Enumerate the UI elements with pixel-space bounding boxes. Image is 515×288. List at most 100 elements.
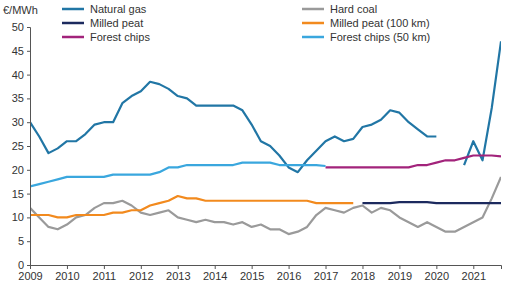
legend-label: Forest chips (90, 31, 150, 43)
legend-item: Forest chips (50 km) (302, 31, 430, 43)
tick: 2012 (129, 265, 153, 282)
tick: 20 (12, 164, 30, 176)
series-line (30, 177, 501, 234)
tick-mark (27, 75, 30, 76)
tick-label: 45 (12, 45, 24, 57)
tick: 35 (12, 92, 30, 104)
tick-mark (473, 265, 474, 269)
tick-mark (326, 265, 327, 269)
tick-mark (399, 265, 400, 269)
tick-label: 2015 (240, 270, 264, 282)
legend-label: Natural gas (90, 3, 147, 15)
tick: 2017 (314, 265, 338, 282)
tick-label: 2020 (425, 270, 449, 282)
tick-label: 40 (12, 69, 24, 81)
legend-label: Milled peat (100 km) (330, 17, 430, 29)
legend-label: Hard coal (330, 3, 377, 15)
tick-mark (27, 217, 30, 218)
series-line (326, 156, 501, 168)
tick: 2020 (425, 265, 449, 282)
tick: 50 (12, 21, 30, 33)
tick-mark (141, 265, 142, 269)
tick-label: 2010 (55, 270, 79, 282)
tick-mark (178, 265, 179, 269)
y-axis-title: €/MWh (3, 4, 38, 16)
tick-label: 2019 (388, 270, 412, 282)
plot-area (30, 41, 501, 234)
legend-item: Hard coal (302, 3, 377, 15)
legend-label: Milled peat (90, 17, 143, 29)
legend-swatch (302, 22, 324, 25)
tick-mark (27, 51, 30, 52)
tick-label: 5 (18, 235, 24, 247)
tick-label: 2013 (166, 270, 190, 282)
tick-mark (27, 122, 30, 123)
tick-label: 30 (12, 116, 24, 128)
y-axis: 0 5 10 15 20 25 30 35 40 45 50 (12, 21, 31, 271)
series-line (30, 163, 326, 187)
tick-label: 25 (12, 140, 24, 152)
legend-item: Forest chips (62, 31, 150, 43)
tick-mark (27, 241, 30, 242)
tick: 2014 (203, 265, 227, 282)
tick-label: 2014 (203, 270, 227, 282)
tick: 5 (18, 235, 30, 247)
tick: 10 (12, 211, 30, 223)
tick: 2011 (93, 265, 117, 282)
legend-item: Milled peat (62, 17, 143, 29)
tick-mark (67, 265, 68, 269)
tick-mark (27, 98, 30, 99)
tick-label: 2021 (462, 270, 486, 282)
tick-mark (27, 146, 30, 147)
axis-line (31, 266, 502, 270)
tick-mark (215, 265, 216, 269)
axis-line (27, 28, 31, 266)
tick-mark (27, 194, 30, 195)
tick-mark (27, 27, 30, 28)
tick-label: 2009 (18, 270, 42, 282)
tick: 0 (18, 259, 30, 271)
legend-swatch (62, 36, 84, 39)
tick-mark (104, 265, 105, 269)
tick: 2018 (351, 265, 375, 282)
legend-item: Milled peat (100 km) (302, 17, 430, 29)
tick: 30 (12, 116, 30, 128)
tick: 40 (12, 69, 30, 81)
series-line (30, 196, 353, 217)
chart: 2009201020112012201320142015201620172018… (0, 0, 515, 288)
tick-mark (436, 265, 437, 269)
tick-label: 10 (12, 211, 24, 223)
tick: 2010 (55, 265, 79, 282)
tick-mark (27, 170, 30, 171)
tick-label: 2016 (277, 270, 301, 282)
tick-label: 20 (12, 164, 24, 176)
tick-label: 2011 (93, 270, 117, 282)
tick: 2013 (166, 265, 190, 282)
x-axis: 2009 2010 2011 2012 2013 2014 2015 2016 2017 2018… (18, 265, 501, 282)
tick: 15 (12, 188, 30, 200)
tick-label: 0 (18, 259, 24, 271)
tick-mark (252, 265, 253, 269)
legend-swatch (62, 22, 84, 25)
tick-label: 50 (12, 21, 24, 33)
legend-swatch (302, 36, 324, 39)
tick: 25 (12, 140, 30, 152)
legend-item: Natural gas (62, 3, 147, 15)
tick-label: 2018 (351, 270, 375, 282)
tick-mark (289, 265, 290, 269)
tick: 2016 (277, 265, 301, 282)
tick: 45 (12, 45, 30, 57)
tick-mark (27, 265, 30, 266)
tick-label: 15 (12, 188, 24, 200)
tick-mark (362, 265, 363, 269)
tick-label: 35 (12, 92, 24, 104)
legend-swatch (302, 8, 324, 11)
tick-label: 2012 (129, 270, 153, 282)
tick: 2019 (388, 265, 412, 282)
legend: Natural gas Hard coal Milled peat Milled pe… (62, 3, 430, 43)
tick: 2021 (462, 265, 486, 282)
tick: 2015 (240, 265, 264, 282)
legend-label: Forest chips (50 km) (330, 31, 430, 43)
tick-label: 2017 (314, 270, 338, 282)
series-line (362, 201, 501, 204)
